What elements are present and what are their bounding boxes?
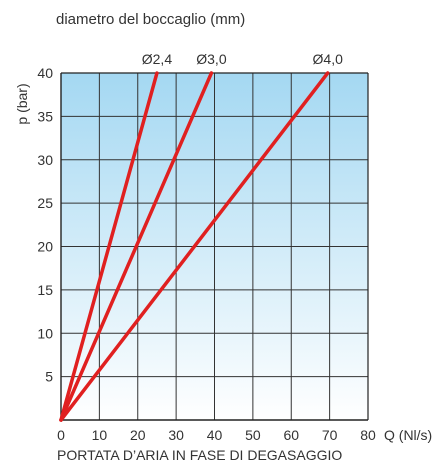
- x-tick-label: 40: [207, 427, 223, 443]
- x-tick-label: 50: [245, 427, 261, 443]
- y-tick-label: 30: [37, 152, 53, 168]
- y-tick-label: 5: [45, 369, 53, 385]
- series-labels: Ø2,4 Ø3,0 Ø4,0: [142, 51, 343, 67]
- series-label: Ø2,4: [142, 51, 173, 67]
- x-tick-label: 60: [283, 427, 299, 443]
- y-tick-label: 35: [37, 108, 53, 124]
- y-tick-label: 40: [37, 65, 53, 81]
- x-tick-label: 80: [360, 427, 376, 443]
- y-axis-label: p (bar): [14, 83, 30, 124]
- x-tick-label: 70: [322, 427, 338, 443]
- plot-frame: [60, 72, 369, 421]
- series-label: Ø4,0: [313, 51, 344, 67]
- y-tick-label: 25: [37, 195, 53, 211]
- y-tick-label: 10: [37, 325, 53, 341]
- series-label: Ø3,0: [196, 51, 227, 67]
- x-tick-label: 20: [130, 427, 146, 443]
- chart-title: diametro del boccaglio (mm): [56, 11, 245, 28]
- y-tick-label: 20: [37, 239, 53, 255]
- series-line: [59, 71, 214, 422]
- y-tick-label: 15: [37, 282, 53, 298]
- chart-footer: PORTATA D’ARIA IN FASE DI DEGASAGGIO: [57, 447, 342, 463]
- series-line: [59, 71, 330, 422]
- x-tick-label: 0: [57, 427, 65, 443]
- series-lines: [59, 71, 330, 422]
- x-axis-label: Q (Nl/s): [384, 427, 432, 443]
- x-tick-label: 10: [92, 427, 108, 443]
- series-line: [59, 71, 159, 422]
- y-ticks: 5 10 15 20 25 30 35 40: [37, 65, 53, 385]
- x-tick-label: 30: [168, 427, 184, 443]
- x-ticks: 0 10 20 30 40 50 60 70 80: [57, 427, 376, 443]
